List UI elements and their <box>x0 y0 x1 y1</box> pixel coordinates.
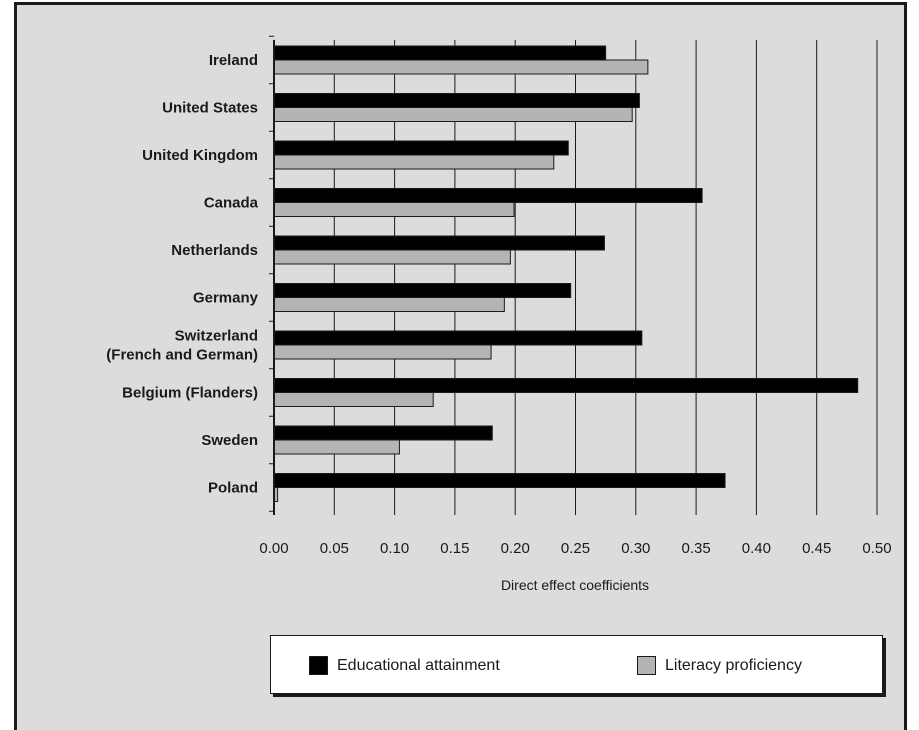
bar-belgium-flanders-literacy-proficiency <box>273 392 434 407</box>
bar-switzerland-french-and-german-educational-attainment <box>273 330 643 346</box>
bar-switzerland-french-and-german-literacy-proficiency <box>273 344 492 360</box>
x-axis-title: Direct effect coefficients <box>501 577 649 593</box>
x-tick-label: 0.15 <box>440 540 469 557</box>
category-label-netherlands: Netherlands <box>171 242 258 259</box>
bar-united-kingdom-literacy-proficiency <box>273 154 555 170</box>
legend-label-educational-attainment: Educational attainment <box>337 656 500 674</box>
bar-canada-educational-attainment <box>273 188 703 203</box>
category-label-canada: Canada <box>204 195 259 212</box>
legend: Educational attainment Literacy proficie… <box>270 635 883 694</box>
category-label-belgium-flanders: Belgium (Flanders) <box>122 385 258 402</box>
bar-canada-literacy-proficiency <box>273 202 515 217</box>
x-tick-label: 0.50 <box>862 540 891 557</box>
legend-swatch-educational-attainment <box>309 656 328 675</box>
x-tick-label: 0.20 <box>501 540 530 557</box>
bar-united-kingdom-educational-attainment <box>273 140 569 156</box>
category-label-ireland: Ireland <box>209 52 258 69</box>
category-label-sweden: Sweden <box>201 432 258 449</box>
category-label-germany: Germany <box>193 290 259 307</box>
x-tick-label: 0.00 <box>259 540 288 557</box>
category-label-united-states: United States <box>162 100 258 117</box>
x-tick-label: 0.30 <box>621 540 650 557</box>
bar-united-states-literacy-proficiency <box>273 107 633 122</box>
chart-frame <box>14 2 907 730</box>
legend-swatch-literacy-proficiency <box>637 656 656 675</box>
bar-sweden-educational-attainment <box>273 425 493 441</box>
bar-netherlands-literacy-proficiency <box>273 249 511 265</box>
bar-poland-educational-attainment <box>273 473 726 488</box>
x-tick-label: 0.45 <box>802 540 831 557</box>
x-tick-label: 0.40 <box>742 540 771 557</box>
legend-item-educational-attainment: Educational attainment <box>309 636 500 695</box>
x-tick-label: 0.25 <box>561 540 590 557</box>
bar-belgium-flanders-educational-attainment <box>273 378 859 393</box>
category-label-switzerland-french-and-german: Switzerland <box>175 328 258 345</box>
category-label-switzerland-french-and-german: (French and German) <box>106 347 258 364</box>
category-label-poland: Poland <box>208 480 258 497</box>
bar-ireland-literacy-proficiency <box>273 59 649 75</box>
legend-item-literacy-proficiency: Literacy proficiency <box>637 636 802 695</box>
x-tick-label: 0.05 <box>320 540 349 557</box>
legend-label-literacy-proficiency: Literacy proficiency <box>665 656 802 674</box>
category-label-united-kingdom: United Kingdom <box>142 147 258 164</box>
bar-netherlands-educational-attainment <box>273 235 605 251</box>
x-tick-label: 0.35 <box>681 540 710 557</box>
bar-germany-literacy-proficiency <box>273 297 505 312</box>
bar-sweden-literacy-proficiency <box>273 439 400 455</box>
bar-united-states-educational-attainment <box>273 93 640 108</box>
bar-ireland-educational-attainment <box>273 45 607 61</box>
bar-germany-educational-attainment <box>273 283 572 298</box>
x-tick-label: 0.10 <box>380 540 409 557</box>
